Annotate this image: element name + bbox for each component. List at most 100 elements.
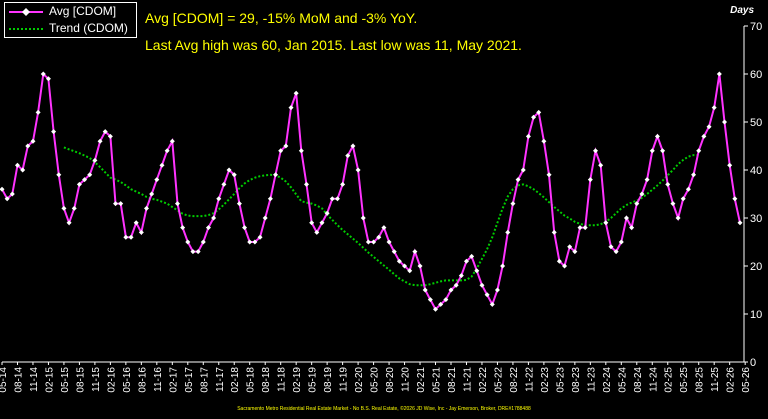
y-tick-label: 50 bbox=[750, 117, 762, 129]
avg-data-point bbox=[30, 138, 36, 144]
avg-data-point bbox=[169, 138, 175, 144]
x-tick-label: 11-23 bbox=[586, 367, 597, 392]
avg-data-point bbox=[231, 172, 237, 178]
x-tick-label: 08-24 bbox=[633, 367, 644, 393]
avg-data-point bbox=[474, 268, 480, 274]
avg-data-point bbox=[66, 220, 72, 226]
avg-data-point bbox=[603, 220, 609, 226]
x-tick-label: 05-17 bbox=[184, 367, 195, 393]
y-tick-label: 70 bbox=[750, 21, 762, 33]
avg-data-point bbox=[562, 263, 568, 269]
avg-data-point bbox=[154, 177, 160, 183]
avg-data-point bbox=[541, 138, 547, 144]
x-tick-label: 02-24 bbox=[602, 367, 613, 393]
avg-data-point bbox=[567, 244, 573, 250]
avg-data-point bbox=[489, 301, 495, 307]
avg-data-point bbox=[164, 148, 170, 154]
avg-data-point bbox=[298, 148, 304, 154]
avg-data-point bbox=[128, 234, 134, 240]
avg-data-point bbox=[242, 225, 248, 231]
avg-data-point bbox=[618, 239, 624, 245]
avg-data-point bbox=[133, 220, 139, 226]
avg-data-point bbox=[360, 215, 366, 221]
x-tick-label: 02-18 bbox=[230, 367, 241, 393]
avg-data-point bbox=[469, 253, 475, 259]
y-tick-label: 30 bbox=[750, 213, 762, 225]
avg-data-point bbox=[319, 220, 325, 226]
avg-data-point bbox=[174, 201, 180, 207]
avg-data-point bbox=[665, 181, 671, 187]
avg-data-point bbox=[691, 172, 697, 178]
x-tick-label: 02-23 bbox=[540, 367, 551, 393]
avg-data-point bbox=[716, 71, 722, 77]
avg-data-point bbox=[722, 119, 728, 125]
avg-data-point bbox=[556, 258, 562, 264]
avg-data-point bbox=[396, 258, 402, 264]
avg-data-point bbox=[660, 148, 666, 154]
x-tick-label: 11-21 bbox=[462, 367, 473, 392]
avg-data-point bbox=[0, 186, 5, 192]
avg-data-point bbox=[113, 201, 119, 207]
avg-data-point bbox=[623, 215, 629, 221]
avg-data-point bbox=[386, 239, 392, 245]
x-tick-label: 05-25 bbox=[679, 367, 690, 393]
avg-data-point bbox=[479, 282, 485, 288]
avg-data-point bbox=[118, 201, 124, 207]
x-tick-label: 02-17 bbox=[168, 367, 179, 393]
x-tick-label: 08-18 bbox=[261, 367, 272, 393]
avg-data-point bbox=[494, 287, 500, 293]
x-tick-label: 08-20 bbox=[385, 367, 396, 393]
avg-data-point bbox=[314, 229, 320, 235]
x-tick-label: 05-24 bbox=[617, 367, 628, 393]
x-tick-label: 05-15 bbox=[60, 367, 71, 393]
avg-data-point bbox=[505, 229, 511, 235]
avg-data-point bbox=[51, 129, 57, 135]
x-tick-label: 11-16 bbox=[153, 367, 164, 392]
y-tick-label: 60 bbox=[750, 69, 762, 81]
x-tick-label: 05-22 bbox=[493, 367, 504, 393]
avg-data-point bbox=[262, 215, 268, 221]
avg-data-point bbox=[123, 234, 129, 240]
avg-data-point bbox=[634, 201, 640, 207]
avg-data-point bbox=[407, 268, 413, 274]
x-tick-label: 05-18 bbox=[246, 367, 257, 393]
x-tick-label: 02-25 bbox=[664, 367, 675, 393]
x-tick-label: 11-22 bbox=[524, 367, 535, 392]
avg-data-point bbox=[433, 306, 439, 312]
avg-data-point bbox=[25, 143, 31, 149]
avg-data-point bbox=[598, 162, 604, 168]
annotation-high-low: Last Avg high was 60, Jan 2015. Last low… bbox=[145, 37, 522, 53]
legend-swatch-trend bbox=[9, 28, 43, 30]
avg-data-point bbox=[582, 225, 588, 231]
avg-data-point bbox=[9, 191, 15, 197]
x-tick-label: 11-14 bbox=[29, 367, 40, 392]
y-tick-label: 20 bbox=[750, 261, 762, 273]
x-tick-label: 05-23 bbox=[555, 367, 566, 393]
avg-data-point bbox=[422, 287, 428, 293]
avg-data-point bbox=[324, 210, 330, 216]
avg-data-point bbox=[402, 263, 408, 269]
x-tick-label: 02-20 bbox=[354, 367, 365, 393]
avg-data-point bbox=[531, 114, 537, 120]
avg-data-point bbox=[71, 205, 77, 211]
avg-data-point bbox=[381, 225, 387, 231]
avg-data-point bbox=[205, 225, 211, 231]
x-tick-label: 11-17 bbox=[215, 367, 226, 392]
x-tick-label: 11-15 bbox=[91, 367, 102, 392]
x-tick-label: 08-16 bbox=[137, 367, 148, 393]
x-tick-label: 05-19 bbox=[308, 367, 319, 393]
avg-data-point bbox=[520, 167, 526, 173]
avg-data-point bbox=[180, 225, 186, 231]
avg-data-point bbox=[639, 191, 645, 197]
avg-data-point bbox=[190, 249, 196, 255]
avg-data-point bbox=[711, 105, 717, 111]
avg-data-point bbox=[592, 148, 598, 154]
avg-data-point bbox=[334, 196, 340, 202]
x-tick-label: 08-19 bbox=[323, 367, 334, 393]
avg-data-point bbox=[500, 263, 506, 269]
trend-series-line bbox=[63, 146, 699, 287]
avg-data-point bbox=[675, 215, 681, 221]
y-axis-ticks: 0 10 20 30 40 50 60 70 bbox=[744, 21, 762, 369]
x-tick-label: 02-15 bbox=[44, 367, 55, 393]
avg-data-point bbox=[484, 292, 490, 298]
